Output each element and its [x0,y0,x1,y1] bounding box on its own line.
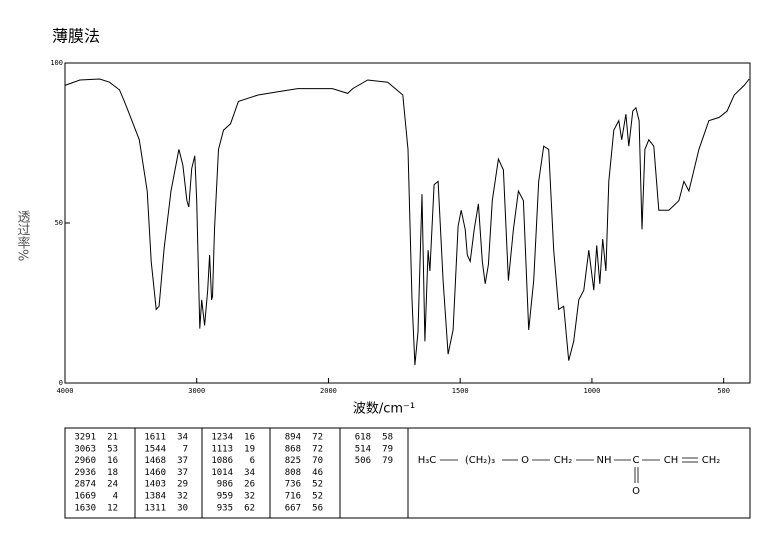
peak-transmittance: 72 [312,444,323,454]
peak-transmittance: 79 [382,444,393,454]
peak-wavenumber: 3063 [74,444,96,454]
peak-transmittance: 79 [382,456,393,466]
chart-title: 薄膜法 [52,27,100,46]
peak-transmittance: 7 [183,444,188,454]
carbonyl-oxygen: O [632,486,640,497]
peak-wavenumber: 1468 [144,456,166,466]
peak-wavenumber: 1460 [144,468,166,478]
peak-transmittance: 37 [177,468,188,478]
peak-transmittance: 29 [177,480,188,490]
peak-wavenumber: 868 [285,444,301,454]
peak-transmittance: 72 [312,433,323,443]
structure-group: C [633,455,640,466]
peak-wavenumber: 808 [285,468,301,478]
table-dividers [134,428,409,518]
structure-group: O [521,455,529,466]
peak-wavenumber: 514 [355,444,371,454]
peak-wavenumber: 667 [285,503,301,513]
peak-wavenumber: 1630 [74,503,96,513]
peak-transmittance: 32 [177,492,188,502]
peak-wavenumber: 1311 [144,503,166,513]
structure-group: CH₂ [702,455,721,466]
peak-transmittance: 19 [244,444,255,454]
x-tick-label: 500 [717,387,730,395]
y-axis-label: 透过率% [15,210,31,261]
peak-transmittance: 12 [107,503,118,513]
peak-wavenumber: 3291 [74,433,96,443]
peak-wavenumber: 716 [285,492,301,502]
x-tick-label: 2000 [320,387,337,395]
peak-wavenumber: 506 [355,456,371,466]
peak-wavenumber: 1669 [74,492,96,502]
peak-transmittance: 62 [244,503,255,513]
structure-group: CH [664,455,679,466]
y-tick-label: 0 [59,379,63,387]
peak-transmittance: 34 [177,433,188,443]
peak-wavenumber: 825 [285,456,301,466]
peak-wavenumber: 2936 [74,468,96,478]
x-tick-label: 1500 [452,387,469,395]
plot-frame [64,62,751,384]
peak-transmittance: 24 [107,480,118,490]
peak-transmittance: 18 [107,468,118,478]
peak-wavenumber: 1113 [211,444,233,454]
peak-wavenumber: 1384 [144,492,166,502]
peak-wavenumber: 1086 [211,456,233,466]
bonds [440,457,698,483]
structure-group: NH [597,455,612,466]
y-tick-label: 50 [55,219,63,227]
peak-transmittance: 37 [177,456,188,466]
peak-wavenumber: 1403 [144,480,166,490]
peak-wavenumber: 959 [217,492,233,502]
peak-transmittance: 58 [382,433,393,443]
peak-wavenumber: 1611 [144,433,166,443]
x-axis-label: 波数/cm⁻¹ [353,402,415,417]
peak-wavenumber: 1544 [144,444,166,454]
peak-transmittance: 21 [107,433,118,443]
peak-transmittance: 52 [312,492,323,502]
structure-group: CH₂ [554,455,573,466]
peak-wavenumber: 1234 [211,433,233,443]
x-tick-label: 4000 [57,387,74,395]
peak-transmittance: 26 [244,480,255,490]
peak-wavenumber: 618 [355,433,371,443]
peak-transmittance: 46 [312,468,323,478]
peak-transmittance: 34 [244,468,255,478]
structure-group: (CH₂)₃ [465,455,495,466]
peak-transmittance: 6 [250,456,255,466]
spectrum-line [64,78,750,366]
peak-transmittance: 16 [107,456,118,466]
peak-wavenumber: 986 [217,480,233,490]
peak-wavenumber: 2874 [74,480,96,490]
peak-transmittance: 53 [107,444,118,454]
structure-group: H₃C [418,455,437,466]
y-tick-label: 100 [50,59,63,67]
x-tick-label: 3000 [188,387,205,395]
peak-wavenumber: 894 [285,433,301,443]
peak-wavenumber: 1014 [211,468,233,478]
x-tick-label: 1000 [583,387,600,395]
peak-transmittance: 4 [113,492,118,502]
peak-wavenumber: 935 [217,503,233,513]
peak-transmittance: 52 [312,480,323,490]
peak-transmittance: 32 [244,492,255,502]
peak-wavenumber: 2960 [74,456,96,466]
peak-transmittance: 56 [312,503,323,513]
peak-transmittance: 70 [312,456,323,466]
peak-transmittance: 30 [177,503,188,513]
peak-transmittance: 16 [244,433,255,443]
peak-wavenumber: 736 [285,480,301,490]
